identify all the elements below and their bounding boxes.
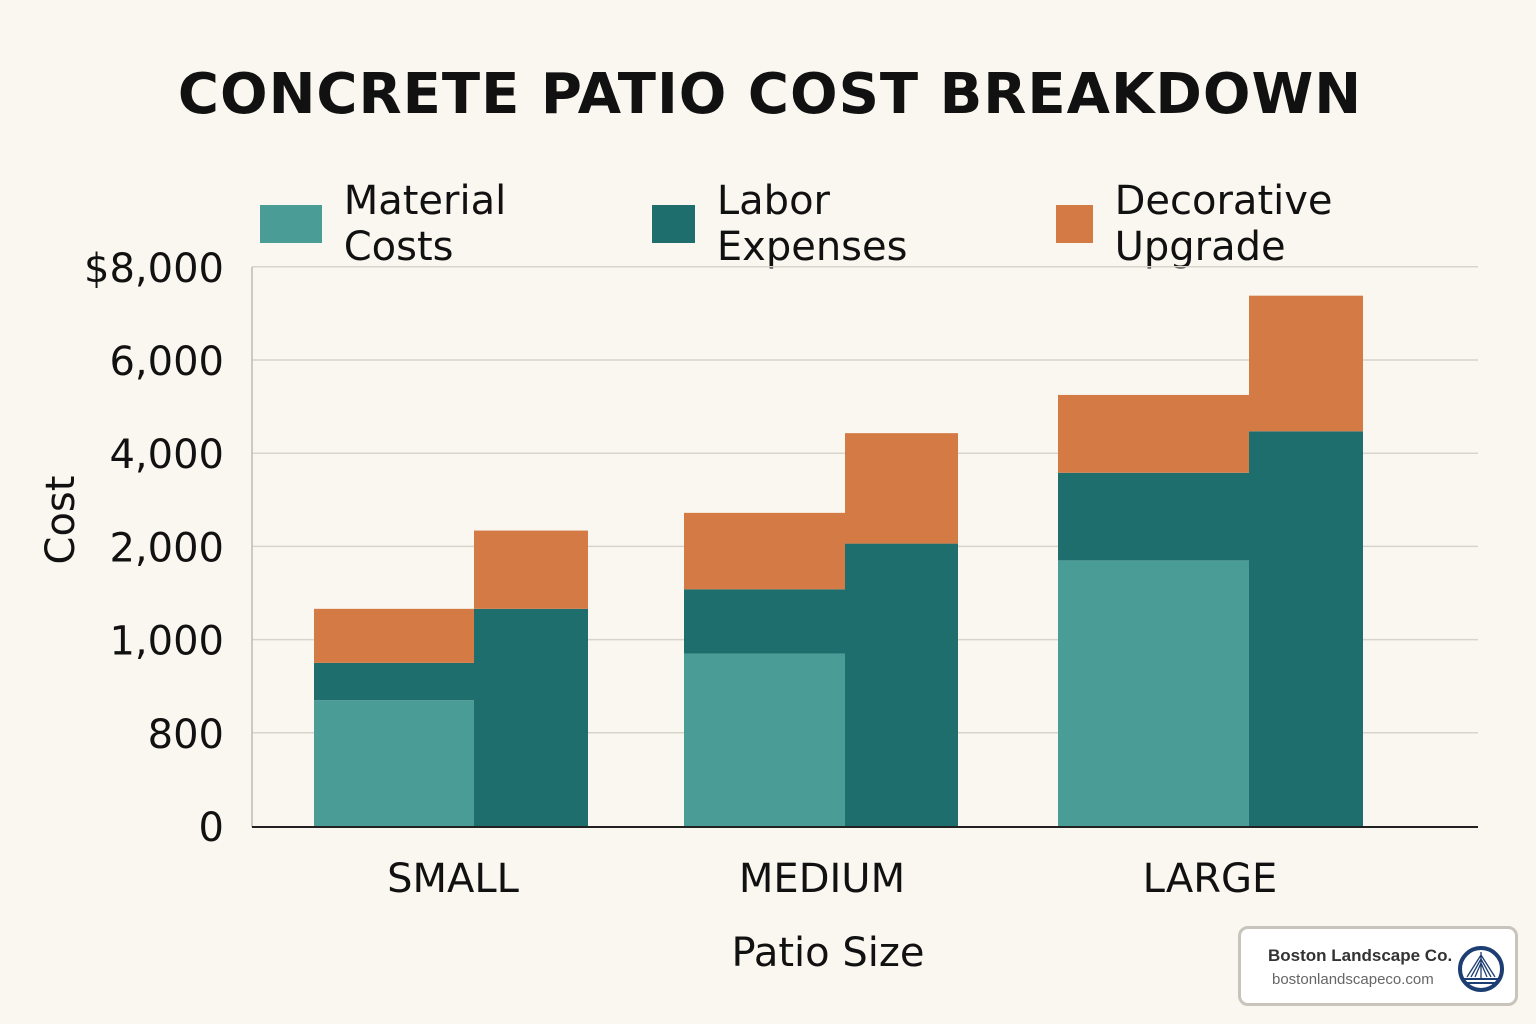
bar-segment-labor-expenses [474,608,588,826]
x-tick-label: LARGE [1143,856,1278,902]
y-tick-label: 4,000 [109,432,224,478]
y-tick-label: 0 [199,805,224,851]
legend-item-decorative: Decorative Upgrade [1055,178,1502,270]
y-axis-label: Cost [38,476,84,565]
bar-segment-labor-expenses [1249,431,1363,826]
legend-label: Material Costs [343,178,507,270]
bar-segment-labor-expenses [845,543,958,826]
bar-segment-decorative-upgrade [684,512,845,590]
bar-segment-material-costs [684,653,845,826]
x-tick-label: MEDIUM [739,856,905,902]
legend-item-labor: Labor Expenses [652,178,1022,270]
bar-segment-decorative-upgrade [474,530,588,609]
bar-segment-material-costs [1058,560,1249,826]
legend-swatch-decorative [1055,205,1093,243]
brand-url: bostonlandscapeco.com [1272,971,1434,988]
legend-item-material: Material Costs [260,178,618,270]
chart-title: CONCRETE PATIO COST BREAKDOWN [177,62,1363,127]
legend: Material Costs Labor Expenses Decorative… [260,178,1536,270]
bar-segment-labor-expenses [684,589,845,654]
legend-label: Labor Expenses [716,178,908,270]
y-tick-label: $8,000 [84,246,224,292]
bar-segment-decorative-upgrade [314,608,474,663]
y-tick-label: 2,000 [109,525,224,571]
x-tick-label: SMALL [387,856,520,902]
x-axis-label: Patio Size [732,930,925,976]
bar-segment-decorative-upgrade [845,433,958,544]
legend-swatch-material [260,205,322,243]
y-tick-label: 1,000 [109,619,224,665]
y-tick-label: 800 [148,712,224,758]
bar-segment-decorative-upgrade [1249,295,1363,432]
y-tick-label: 6,000 [109,339,224,385]
branding-badge[interactable]: Boston Landscape Co. bostonlandscapeco.c… [1238,926,1518,1006]
bar-segment-material-costs [314,700,474,826]
bar-segment-labor-expenses [1058,472,1249,561]
legend-label: Decorative Upgrade [1114,178,1333,270]
bridge-logo-icon [1458,946,1504,992]
bar-segment-labor-expenses [314,662,474,701]
bar-segment-decorative-upgrade [1058,394,1249,473]
legend-swatch-labor [652,205,695,243]
brand-name: Boston Landscape Co. [1268,946,1453,965]
